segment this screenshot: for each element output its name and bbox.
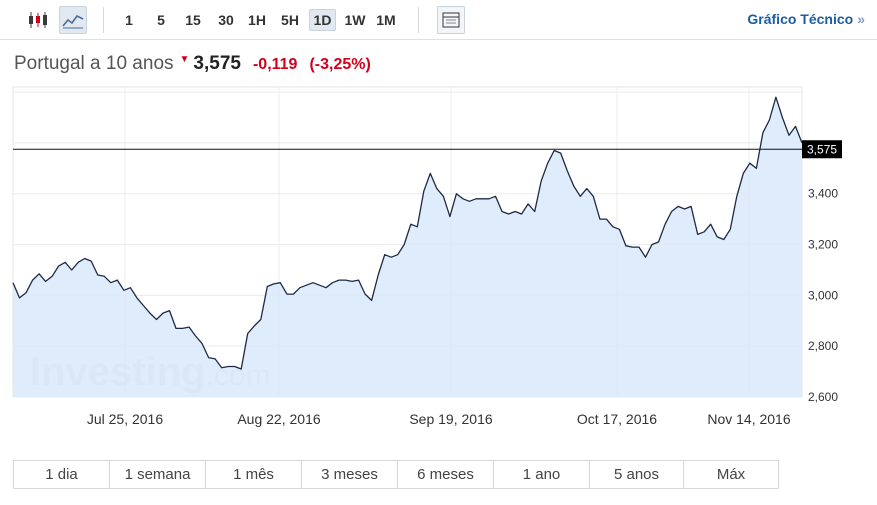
down-arrow-icon: ▼ (179, 54, 190, 65)
x-tick-label: Nov 14, 2016 (707, 411, 790, 427)
x-tick-label: Aug 22, 2016 (237, 411, 321, 427)
interval-1d[interactable]: 1D (309, 9, 336, 31)
y-tick-label: 3,400 (808, 187, 838, 201)
price-change-percent: (-3,25%) (309, 56, 371, 73)
instrument-header: Portugal a 10 anos ▼ 3,575 -0,119 (-3,25%) (14, 53, 371, 77)
interval-1w[interactable]: 1W (344, 12, 366, 28)
price-change: -0,119 (252, 56, 298, 73)
price-chart[interactable]: Investing.com3,5752,6002,8003,0003,2003,… (0, 80, 877, 440)
interval-1h[interactable]: 1H (248, 12, 266, 28)
y-tick-label: 3,000 (808, 288, 838, 302)
range-button[interactable]: 1 semana (110, 461, 206, 488)
line-chart-icon[interactable] (59, 6, 87, 34)
last-price: 3,575 (193, 53, 241, 74)
range-button[interactable]: 3 meses (302, 461, 398, 488)
range-button[interactable]: 5 anos (590, 461, 684, 488)
technical-chart-link[interactable]: Gráfico Técnico» (747, 11, 865, 27)
current-price-label: 3,575 (807, 142, 837, 156)
x-tick-label: Jul 25, 2016 (87, 411, 163, 427)
instrument-name: Portugal a 10 anos (14, 53, 174, 74)
interval-30[interactable]: 30 (218, 12, 234, 28)
y-tick-label: 3,200 (808, 238, 838, 252)
y-tick-label: 2,600 (808, 390, 838, 404)
candlestick-icon[interactable] (24, 6, 52, 34)
series-line (12, 96, 803, 370)
chart-settings-icon[interactable] (437, 6, 465, 34)
series-area-fill (13, 97, 802, 397)
x-tick-label: Oct 17, 2016 (577, 411, 657, 427)
double-chevron-right-icon: » (857, 11, 865, 27)
technical-chart-label: Gráfico Técnico (747, 11, 854, 27)
interval-1[interactable]: 1 (125, 12, 133, 28)
y-tick-label: 2,800 (808, 339, 838, 353)
current-price-badge (802, 140, 842, 159)
x-tick-label: Sep 19, 2016 (409, 411, 493, 427)
interval-15[interactable]: 15 (185, 12, 201, 28)
range-button[interactable]: Máx (684, 461, 778, 488)
range-button[interactable]: 6 meses (398, 461, 494, 488)
interval-5[interactable]: 5 (157, 12, 165, 28)
range-button[interactable]: 1 dia (14, 461, 110, 488)
interval-5h[interactable]: 5H (281, 12, 299, 28)
range-button[interactable]: 1 ano (494, 461, 590, 488)
interval-1m[interactable]: 1M (376, 12, 396, 28)
time-range-selector: 1 dia 1 semana 1 mês 3 meses 6 meses 1 ano 5 a… (13, 460, 779, 489)
toolbar-divider (103, 7, 104, 33)
range-button[interactable]: 1 mês (206, 461, 302, 488)
toolbar-divider (418, 7, 419, 33)
chart-toolbar: 1 5 15 30 1H 5H 1D 1W 1M Gráfico Técnico» (0, 0, 877, 40)
